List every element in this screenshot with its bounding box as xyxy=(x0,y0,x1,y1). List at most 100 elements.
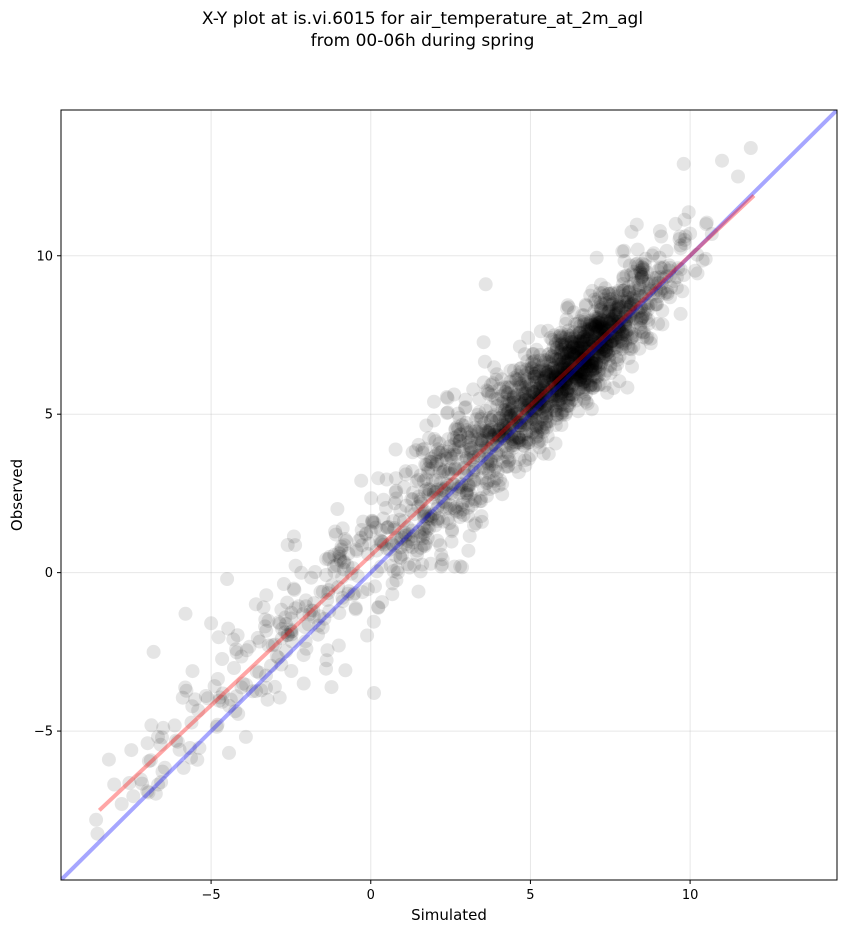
data-point xyxy=(517,396,532,411)
data-point xyxy=(474,431,489,446)
data-point xyxy=(497,422,512,437)
data-point xyxy=(210,672,225,686)
data-point xyxy=(575,368,590,383)
data-point xyxy=(321,583,336,598)
data-point xyxy=(340,558,355,573)
data-point xyxy=(547,328,562,343)
y-axis-label: Observed xyxy=(8,459,26,531)
data-point xyxy=(572,373,587,388)
data-point xyxy=(563,381,578,396)
data-point xyxy=(322,604,337,619)
data-point xyxy=(367,515,382,530)
data-point xyxy=(601,345,615,360)
data-point xyxy=(575,356,590,371)
data-point xyxy=(594,356,608,371)
data-point xyxy=(472,391,487,406)
data-point xyxy=(585,364,600,379)
data-point xyxy=(591,313,606,328)
data-point xyxy=(421,509,436,524)
data-point xyxy=(411,489,426,504)
data-point xyxy=(586,368,601,383)
data-point xyxy=(284,624,299,639)
data-point xyxy=(515,421,530,436)
data-point xyxy=(559,312,574,327)
data-point xyxy=(596,285,611,300)
data-point xyxy=(547,359,562,374)
data-point xyxy=(593,319,608,334)
data-point xyxy=(592,326,607,341)
data-point xyxy=(611,320,625,335)
data-point xyxy=(324,578,339,593)
data-point xyxy=(549,389,564,404)
data-point xyxy=(530,382,545,397)
data-point xyxy=(582,339,597,354)
data-point xyxy=(389,483,404,498)
data-point xyxy=(600,330,615,345)
data-point xyxy=(155,730,169,745)
data-point xyxy=(504,411,519,426)
data-point xyxy=(553,388,568,403)
data-point xyxy=(513,397,528,412)
data-point xyxy=(477,443,492,458)
x-tick-label: −5 xyxy=(202,888,221,903)
data-point xyxy=(518,380,533,395)
data-point xyxy=(511,430,526,445)
data-point xyxy=(568,348,582,363)
data-point xyxy=(500,405,515,420)
data-point xyxy=(500,425,515,440)
data-point xyxy=(508,406,523,421)
data-point xyxy=(369,543,384,558)
data-point xyxy=(489,367,504,382)
data-point xyxy=(615,327,630,342)
data-point xyxy=(452,433,467,448)
data-point xyxy=(596,297,611,312)
data-point xyxy=(439,477,454,491)
data-point xyxy=(605,291,620,306)
data-point xyxy=(519,436,534,450)
data-point xyxy=(512,339,527,354)
data-point xyxy=(587,336,602,351)
data-point xyxy=(538,406,553,421)
data-point xyxy=(519,377,534,392)
data-point xyxy=(478,277,493,292)
data-point xyxy=(590,342,605,356)
data-point xyxy=(673,229,687,244)
data-point xyxy=(328,527,343,542)
data-point xyxy=(555,330,570,345)
data-point xyxy=(480,425,495,440)
data-point xyxy=(552,352,567,367)
data-point xyxy=(447,387,462,402)
data-point xyxy=(581,344,596,359)
data-point xyxy=(603,315,617,330)
data-point xyxy=(612,314,627,329)
data-point xyxy=(597,292,612,307)
data-point xyxy=(625,311,640,326)
data-point xyxy=(467,518,481,533)
data-point xyxy=(560,398,575,413)
data-point xyxy=(578,386,593,401)
data-point xyxy=(613,310,628,325)
data-point xyxy=(489,446,504,461)
data-point xyxy=(389,491,404,506)
data-point xyxy=(509,404,523,419)
data-point xyxy=(548,334,563,349)
data-point xyxy=(596,328,611,343)
data-point xyxy=(569,356,583,371)
data-point xyxy=(614,331,629,346)
data-point xyxy=(563,345,578,360)
data-point xyxy=(611,314,626,329)
data-point xyxy=(388,442,403,457)
data-point xyxy=(550,407,565,422)
data-point xyxy=(508,435,523,450)
data-point xyxy=(611,283,626,298)
data-point xyxy=(373,533,388,548)
data-point xyxy=(428,449,443,464)
data-point xyxy=(411,437,426,452)
data-point xyxy=(311,627,325,642)
data-point xyxy=(555,361,570,376)
data-point xyxy=(236,676,250,691)
data-points xyxy=(89,141,758,841)
data-point xyxy=(473,420,488,435)
data-point xyxy=(440,444,455,459)
data-point xyxy=(461,430,476,445)
